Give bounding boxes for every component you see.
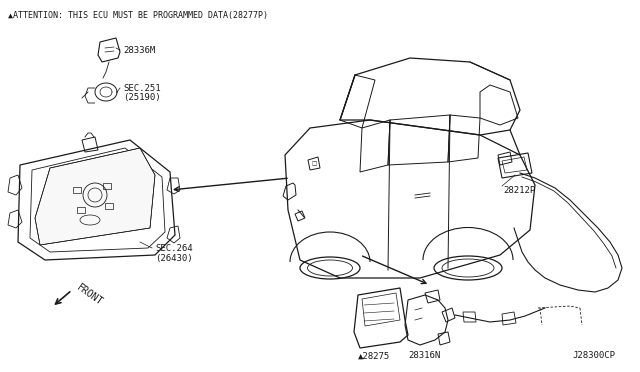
Text: SEC.251: SEC.251 — [123, 83, 161, 93]
Text: 28316N: 28316N — [408, 352, 440, 360]
Text: □: □ — [312, 161, 317, 167]
Text: (25190): (25190) — [123, 93, 161, 102]
Text: ▲ATTENTION: THIS ECU MUST BE PROGRAMMED DATA(28277P): ▲ATTENTION: THIS ECU MUST BE PROGRAMMED … — [8, 11, 268, 20]
Polygon shape — [35, 148, 155, 245]
Bar — [105, 203, 113, 209]
Text: FRONT: FRONT — [75, 282, 105, 308]
Bar — [103, 183, 111, 189]
Bar — [77, 207, 85, 213]
Text: (26430): (26430) — [155, 253, 193, 263]
Text: 28212P: 28212P — [503, 186, 535, 195]
Text: ▲28275: ▲28275 — [358, 352, 390, 360]
Bar — [73, 187, 81, 193]
Text: SEC.264: SEC.264 — [155, 244, 193, 253]
Text: 28336M: 28336M — [123, 45, 156, 55]
Text: J28300CP: J28300CP — [572, 352, 615, 360]
